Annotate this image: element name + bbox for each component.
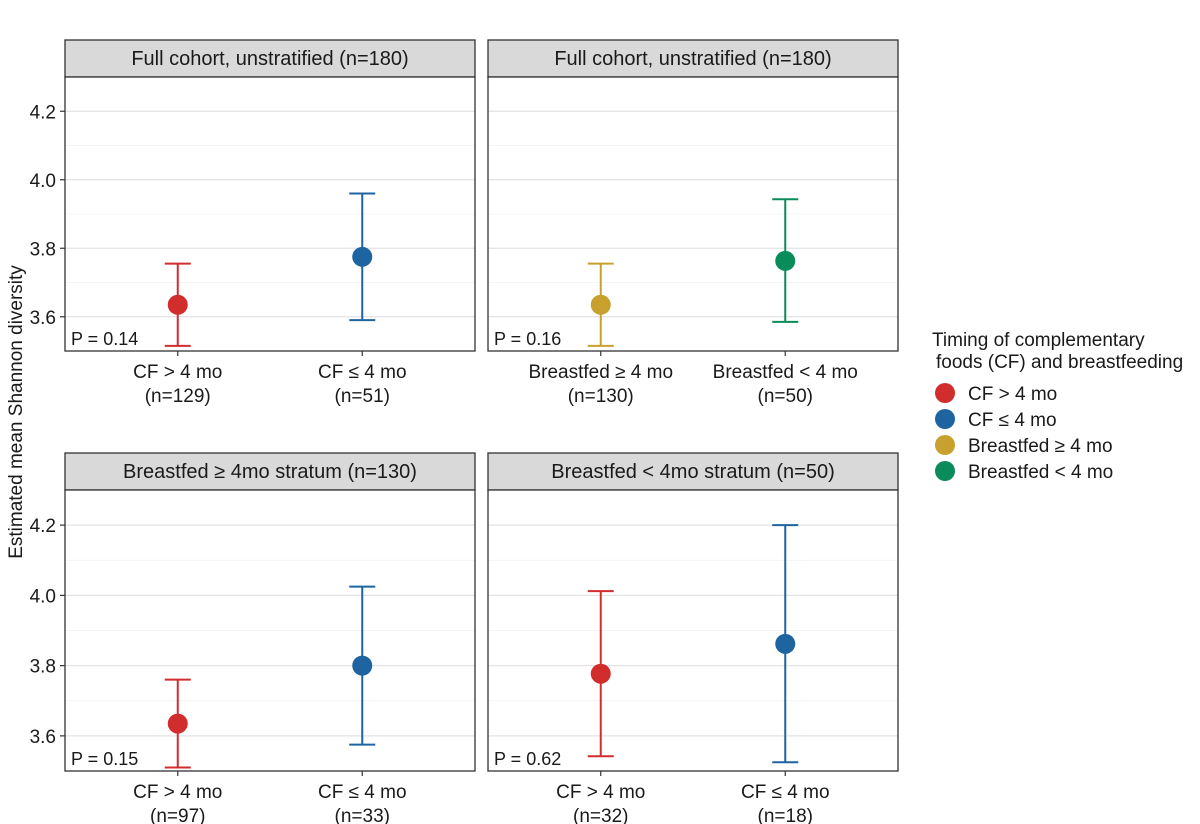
panel-border — [487, 489, 899, 772]
x-category-label: CF ≤ 4 mo — [741, 782, 830, 803]
panel-strip — [487, 452, 899, 491]
x-category-label: CF > 4 mo — [133, 362, 222, 383]
y-tick-label: 4.0 — [30, 171, 56, 192]
x-category-n: (n=50) — [758, 386, 813, 407]
group-marker — [164, 262, 191, 347]
legend-key — [935, 383, 955, 403]
mean-point — [167, 294, 188, 315]
legend-item: Breastfed ≥ 4 mo — [935, 435, 1113, 457]
group-marker — [587, 262, 614, 347]
legend-items: CF > 4 mo CF ≤ 4 mo Breastfed ≥ 4 mo Breast… — [935, 383, 1113, 483]
panel-border — [64, 489, 476, 772]
x-category-label: CF > 4 mo — [133, 782, 222, 803]
x-category-n: (n=32) — [573, 806, 628, 824]
panel-4: Breastfed < 4mo stratum (n=50) CF > 4 mo (… — [487, 452, 899, 824]
x-category-label: CF ≤ 4 mo — [318, 782, 407, 803]
panel-title: Breastfed < 4mo stratum (n=50) — [551, 461, 834, 483]
mean-point — [352, 655, 373, 676]
panel-strip — [64, 39, 476, 78]
p-value-label: P = 0.16 — [494, 329, 561, 349]
legend-key — [935, 409, 955, 429]
legend-key — [935, 435, 955, 455]
y-axis-label: Estimated mean Shannon diversity — [6, 265, 27, 559]
x-category-label: CF > 4 mo — [556, 782, 645, 803]
panel-3: Breastfed ≥ 4mo stratum (n=130) 3.6 3.8 4.0… — [30, 452, 476, 824]
group-marker — [349, 192, 376, 322]
x-category-n: (n=51) — [335, 386, 390, 407]
y-tick-label: 4.2 — [30, 102, 56, 123]
group-marker — [349, 585, 376, 746]
p-value-label: P = 0.62 — [494, 749, 561, 769]
legend-item: Breastfed < 4 mo — [935, 461, 1113, 483]
legend-label: CF ≤ 4 mo — [968, 410, 1057, 431]
y-tick-label: 4.2 — [30, 516, 56, 537]
group-marker — [772, 524, 799, 764]
x-category-label: CF ≤ 4 mo — [318, 362, 407, 383]
panel-title: Breastfed ≥ 4mo stratum (n=130) — [123, 461, 417, 483]
group-marker — [587, 590, 614, 758]
legend-title-line-1: Timing of complementary — [932, 330, 1145, 351]
mean-point — [775, 250, 796, 271]
group-marker — [772, 198, 799, 323]
mean-point — [352, 246, 373, 267]
x-category-n: (n=18) — [758, 806, 813, 824]
p-value-label: P = 0.15 — [71, 749, 138, 769]
x-category-n: (n=129) — [145, 386, 211, 407]
panel-title: Full cohort, unstratified (n=180) — [131, 48, 408, 70]
y-tick-label: 3.8 — [30, 239, 56, 260]
y-tick-label: 4.0 — [30, 586, 56, 607]
legend-item: CF ≤ 4 mo — [935, 409, 1057, 431]
mean-point — [167, 713, 188, 734]
panel-border — [64, 76, 476, 352]
legend-label: Breastfed ≥ 4 mo — [968, 436, 1113, 457]
panels-layer: Full cohort, unstratified (n=180) 3.6 3.8 4… — [30, 39, 899, 824]
x-category-n: (n=130) — [568, 386, 634, 407]
legend-key — [935, 461, 955, 481]
mean-point — [590, 294, 611, 315]
y-tick-label: 3.6 — [30, 727, 56, 748]
panel-strip — [64, 452, 476, 491]
legend-label: Breastfed < 4 mo — [968, 462, 1113, 483]
panel-1: Full cohort, unstratified (n=180) 3.6 3.8 4… — [30, 39, 476, 407]
x-category-n: (n=33) — [335, 806, 390, 824]
legend: Timing of complementary foods (CF) and b… — [932, 330, 1183, 483]
mean-point — [775, 633, 796, 654]
x-category-n: (n=97) — [150, 806, 205, 824]
mean-point — [590, 663, 611, 684]
x-category-label: Breastfed < 4 mo — [713, 362, 858, 383]
legend-title-line-2: foods (CF) and breastfeeding — [936, 352, 1183, 373]
panel-title: Full cohort, unstratified (n=180) — [554, 48, 831, 70]
legend-label: CF > 4 mo — [968, 384, 1057, 405]
p-value-label: P = 0.14 — [71, 329, 138, 349]
legend-item: CF > 4 mo — [935, 383, 1057, 405]
panel-2: Full cohort, unstratified (n=180) Breastf… — [487, 39, 899, 407]
x-category-label: Breastfed ≥ 4 mo — [528, 362, 673, 383]
group-marker — [164, 678, 191, 769]
y-tick-label: 3.8 — [30, 657, 56, 678]
panel-strip — [487, 39, 899, 78]
panel-border — [487, 76, 899, 352]
y-tick-label: 3.6 — [30, 308, 56, 329]
